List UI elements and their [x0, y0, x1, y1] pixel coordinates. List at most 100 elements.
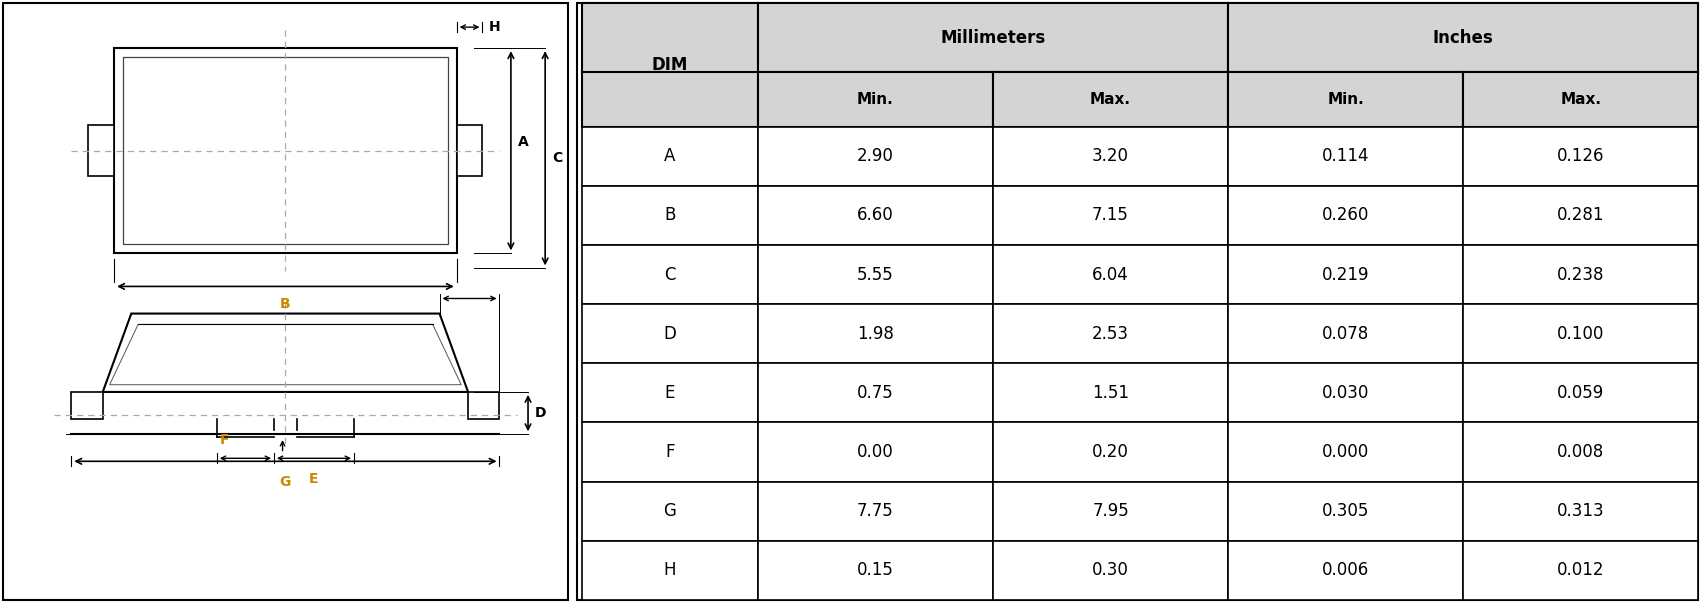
Bar	[1464, 423, 1699, 482]
Text: A: A	[665, 147, 676, 165]
Bar	[993, 423, 1229, 482]
Text: C: C	[665, 265, 676, 283]
Bar	[993, 363, 1229, 423]
Text: Max.: Max.	[1091, 92, 1131, 107]
Bar	[758, 245, 993, 304]
Text: 0.000: 0.000	[1322, 443, 1370, 461]
Bar	[89, 125, 114, 176]
Text: C: C	[552, 151, 562, 165]
Bar	[993, 186, 1229, 245]
Text: 6.60: 6.60	[857, 206, 895, 224]
Bar	[758, 304, 993, 363]
Text: 0.030: 0.030	[1322, 384, 1370, 402]
Bar	[1464, 245, 1699, 304]
Text: 2.53: 2.53	[1092, 325, 1130, 343]
Text: 0.114: 0.114	[1322, 147, 1370, 165]
Bar	[1464, 304, 1699, 363]
Bar	[583, 482, 758, 541]
Text: 0.20: 0.20	[1092, 443, 1130, 461]
Text: Min.: Min.	[1327, 92, 1363, 107]
Text: F: F	[665, 443, 675, 461]
Text: 7.15: 7.15	[1092, 206, 1130, 224]
Polygon shape	[102, 314, 469, 392]
Text: H: H	[665, 561, 676, 579]
Text: E: E	[665, 384, 675, 402]
Text: E: E	[308, 472, 319, 485]
Text: DIM: DIM	[653, 56, 688, 74]
Bar	[1229, 541, 1464, 600]
Text: 1.98: 1.98	[857, 325, 895, 343]
Text: D: D	[663, 325, 676, 343]
Text: 0.012: 0.012	[1557, 561, 1605, 579]
Text: Millimeters: Millimeters	[941, 29, 1046, 46]
Bar	[583, 186, 758, 245]
Text: 3.20: 3.20	[1092, 147, 1130, 165]
Bar	[993, 541, 1229, 600]
Text: 0.008: 0.008	[1557, 443, 1605, 461]
Bar	[1464, 541, 1699, 600]
Bar	[583, 363, 758, 423]
Bar	[758, 423, 993, 482]
Bar	[758, 72, 993, 127]
Bar	[72, 392, 104, 419]
Text: Inches: Inches	[1433, 29, 1494, 46]
Bar	[758, 541, 993, 600]
Bar	[583, 245, 758, 304]
Text: 0.219: 0.219	[1322, 265, 1370, 283]
Text: A: A	[518, 134, 528, 149]
Text: 0.126: 0.126	[1557, 147, 1605, 165]
Text: 6.04: 6.04	[1092, 265, 1128, 283]
Bar	[1229, 3, 1699, 72]
Text: 0.100: 0.100	[1557, 325, 1605, 343]
Bar	[993, 245, 1229, 304]
Bar	[123, 57, 448, 244]
Bar	[993, 127, 1229, 186]
Bar	[993, 304, 1229, 363]
Bar	[1229, 127, 1464, 186]
Bar	[758, 3, 1229, 72]
Bar	[457, 125, 482, 176]
Text: B: B	[665, 206, 676, 224]
Bar	[1464, 363, 1699, 423]
Text: 0.059: 0.059	[1557, 384, 1605, 402]
Bar	[583, 541, 758, 600]
Text: 5.55: 5.55	[857, 265, 895, 283]
Text: 0.30: 0.30	[1092, 561, 1130, 579]
Text: G: G	[279, 475, 291, 488]
Bar	[1229, 423, 1464, 482]
Text: 0.006: 0.006	[1322, 561, 1370, 579]
Bar	[1464, 482, 1699, 541]
Text: 0.078: 0.078	[1322, 325, 1370, 343]
Text: 2.90: 2.90	[857, 147, 895, 165]
Text: Max.: Max.	[1561, 92, 1602, 107]
Text: 0.260: 0.260	[1322, 206, 1370, 224]
Bar	[758, 363, 993, 423]
Bar	[1464, 72, 1699, 127]
Text: 0.15: 0.15	[857, 561, 895, 579]
Text: 0.281: 0.281	[1557, 206, 1605, 224]
Bar	[1464, 127, 1699, 186]
Text: 0.313: 0.313	[1557, 502, 1605, 520]
Bar	[1464, 186, 1699, 245]
Text: D: D	[535, 406, 547, 420]
Bar	[114, 48, 457, 253]
Bar	[758, 186, 993, 245]
Bar	[1229, 245, 1464, 304]
Bar	[467, 392, 499, 419]
Bar	[1229, 186, 1464, 245]
Text: Min.: Min.	[857, 92, 895, 107]
Text: 1.51: 1.51	[1092, 384, 1130, 402]
Bar	[583, 3, 758, 127]
Text: H: H	[489, 20, 501, 34]
Bar	[1229, 72, 1464, 127]
Bar	[1229, 482, 1464, 541]
Bar	[583, 304, 758, 363]
Text: 7.95: 7.95	[1092, 502, 1128, 520]
Bar	[758, 482, 993, 541]
Bar	[758, 127, 993, 186]
Bar	[1229, 363, 1464, 423]
Text: G: G	[663, 502, 676, 520]
Text: 0.305: 0.305	[1322, 502, 1370, 520]
Bar	[993, 482, 1229, 541]
Text: 0.75: 0.75	[857, 384, 895, 402]
